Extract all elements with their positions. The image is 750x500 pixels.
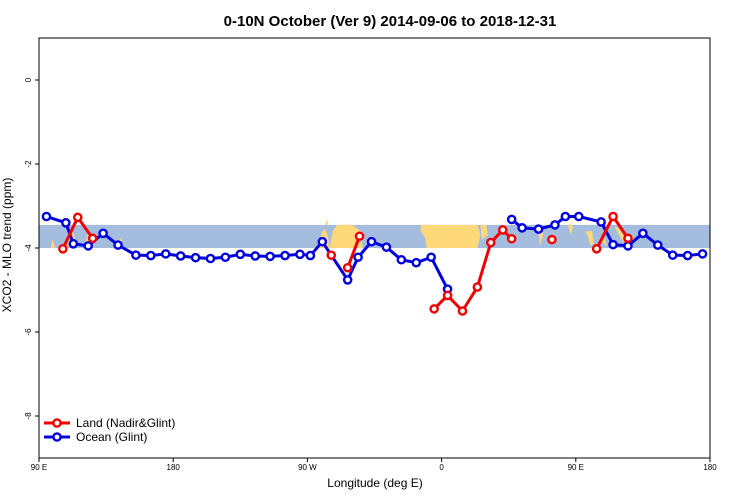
ocean-point xyxy=(83,241,94,251)
y-tick-label: -2 xyxy=(24,160,33,168)
land-point xyxy=(486,237,496,248)
ocean-point xyxy=(623,241,633,251)
ocean-point xyxy=(411,257,422,268)
ocean-point xyxy=(697,249,708,259)
ocean-point xyxy=(146,250,156,261)
legend-label-ocean: Ocean (Glint) xyxy=(76,430,147,444)
land-series-line-2 xyxy=(346,235,361,269)
ocean-point xyxy=(98,228,108,239)
ocean-point xyxy=(190,252,201,263)
y-axis: 0 -2 -4 -6 -8 xyxy=(24,77,39,420)
ocean-point xyxy=(41,211,52,222)
land-region-8 xyxy=(480,224,488,240)
ocean-point xyxy=(560,211,571,222)
ocean-point xyxy=(113,240,123,250)
land-region-7 xyxy=(420,224,481,248)
legend: Land (Nadir&Glint)Ocean (Glint) xyxy=(44,416,175,444)
land-point xyxy=(591,244,602,254)
ocean-point xyxy=(61,217,71,228)
series-points xyxy=(41,211,708,316)
ocean-point xyxy=(317,236,328,247)
y-tick-label: -4 xyxy=(24,244,33,252)
ocean-point xyxy=(550,220,560,230)
land-region-5 xyxy=(325,218,329,225)
x-tick-label: 90 W xyxy=(298,463,317,472)
x-tick-label: 90 E xyxy=(568,463,584,472)
land-point xyxy=(457,306,468,316)
land-point xyxy=(547,234,557,245)
land-region-10 xyxy=(568,222,573,236)
y-axis-label: XCO2 - MLO trend (ppm) xyxy=(0,178,14,313)
x-tick-label: 0 xyxy=(439,463,444,472)
land-point xyxy=(429,304,439,314)
ocean-point xyxy=(265,251,275,262)
land-point xyxy=(472,282,483,292)
land-point xyxy=(442,290,453,301)
land-legend-marker xyxy=(52,418,62,428)
ocean-point xyxy=(381,242,392,252)
chart-title: 0-10N October (Ver 9) 2014-09-06 to 2018… xyxy=(224,13,557,30)
land-point xyxy=(326,250,337,260)
land-point xyxy=(342,262,353,273)
ocean-point xyxy=(250,251,261,261)
land-point xyxy=(608,211,618,222)
land-point xyxy=(354,231,365,242)
y-tick-label: 0 xyxy=(24,77,33,82)
x-tick-label: 90 E xyxy=(31,463,47,472)
ocean-point xyxy=(638,228,648,239)
ocean-series-line-0 xyxy=(45,215,449,290)
ocean-point xyxy=(305,250,316,261)
ocean-point xyxy=(280,250,290,261)
ocean-point xyxy=(506,214,517,225)
ocean-point xyxy=(175,251,186,261)
ocean-point xyxy=(160,249,171,259)
x-tick-label: 180 xyxy=(703,463,717,472)
ocean-point xyxy=(235,249,246,260)
land-region-0 xyxy=(50,239,56,248)
ocean-point xyxy=(342,275,353,285)
land-point xyxy=(506,233,517,244)
land-region-11 xyxy=(584,231,594,246)
ocean-point xyxy=(295,249,305,260)
land-point xyxy=(623,233,633,244)
y-tick-label: -6 xyxy=(24,328,33,336)
ocean-point xyxy=(667,250,678,260)
ocean-legend-marker xyxy=(52,432,62,442)
x-axis: 90 E 180 90 W 0 90 E 180 xyxy=(31,458,717,472)
legend-label-land: Land (Nadir&Glint) xyxy=(76,416,175,430)
ocean-point xyxy=(573,211,584,222)
land-point xyxy=(497,225,508,235)
land-region-13 xyxy=(614,227,627,246)
land-point xyxy=(58,244,68,254)
ocean-point xyxy=(205,253,216,264)
ocean-point xyxy=(220,252,231,263)
x-axis-label: Longitude (deg E) xyxy=(327,476,422,490)
ocean-point xyxy=(68,238,79,249)
ocean-point xyxy=(596,217,606,227)
ocean-point xyxy=(426,252,436,263)
x-tick-label: 180 xyxy=(167,463,181,472)
ocean-point xyxy=(396,254,407,265)
land-point xyxy=(87,233,98,244)
ocean-point xyxy=(653,240,663,250)
ocean-point xyxy=(517,223,527,233)
y-tick-label: -8 xyxy=(24,412,33,420)
ocean-point xyxy=(366,236,377,247)
land-region-6 xyxy=(329,224,363,248)
ocean-point xyxy=(353,252,363,263)
ocean-point xyxy=(608,239,618,250)
land-point xyxy=(72,212,83,223)
ocean-point xyxy=(131,250,141,260)
ocean-point xyxy=(533,224,544,234)
ocean-point xyxy=(682,250,693,261)
